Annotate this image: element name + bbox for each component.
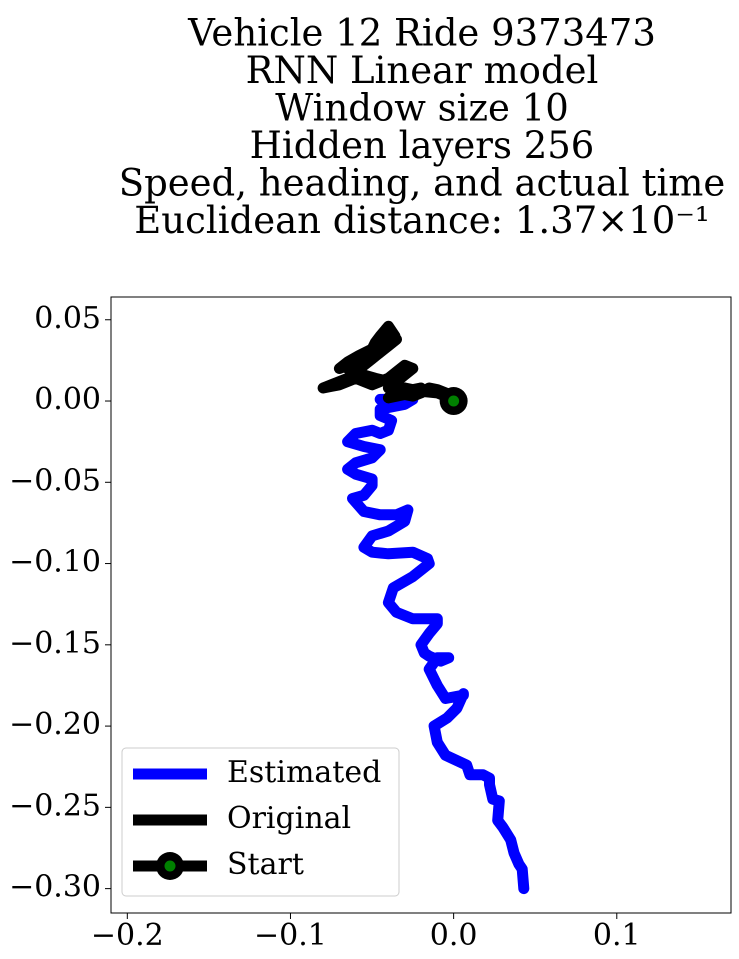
x-tick-label: 0.1	[593, 918, 641, 953]
series-line-original	[317, 320, 460, 407]
x-tick-label: −0.1	[254, 918, 327, 953]
y-tick-label: 0.00	[34, 382, 101, 417]
title-line-2: RNN Linear model	[246, 49, 599, 92]
axes-frame	[110, 296, 732, 914]
series-layer	[317, 320, 530, 895]
start-marker-center	[448, 395, 460, 407]
x-axis-ticks: −0.2 −0.1 0.0 0.1	[91, 913, 641, 953]
title-line-1: Vehicle 12 Ride 9373473	[187, 12, 656, 55]
y-tick-label: 0.05	[34, 301, 101, 336]
x-tick-label: −0.2	[91, 918, 164, 953]
y-tick-label: −0.25	[9, 788, 101, 823]
legend-start-center	[164, 860, 176, 872]
series-line-estimated	[342, 393, 530, 895]
title-line-6: Euclidean distance: 1.37×10⁻¹	[134, 199, 709, 242]
x-tick-label: 0.0	[430, 918, 478, 953]
y-tick-label: −0.10	[9, 545, 101, 580]
y-axis-ticks: 0.05 0.00 −0.05 −0.10 −0.15 −0.20 −0.25 −0.30	[9, 301, 111, 905]
y-tick-label: −0.15	[9, 626, 101, 661]
legend-label-start: Start	[227, 847, 304, 882]
y-tick-label: −0.05	[9, 463, 101, 498]
legend: Estimated Original Start	[121, 747, 400, 897]
title-line-4: Hidden layers 256	[250, 124, 595, 167]
legend-label-original: Original	[227, 801, 351, 836]
y-tick-label: −0.30	[9, 870, 101, 905]
start-marker-layer	[439, 387, 468, 416]
legend-box	[121, 747, 400, 897]
title-line-3: Window size 10	[275, 87, 569, 130]
title-line-5: Speed, heading, and actual time	[119, 162, 726, 205]
legend-label-estimated: Estimated	[227, 755, 381, 790]
y-tick-label: −0.20	[9, 707, 101, 742]
